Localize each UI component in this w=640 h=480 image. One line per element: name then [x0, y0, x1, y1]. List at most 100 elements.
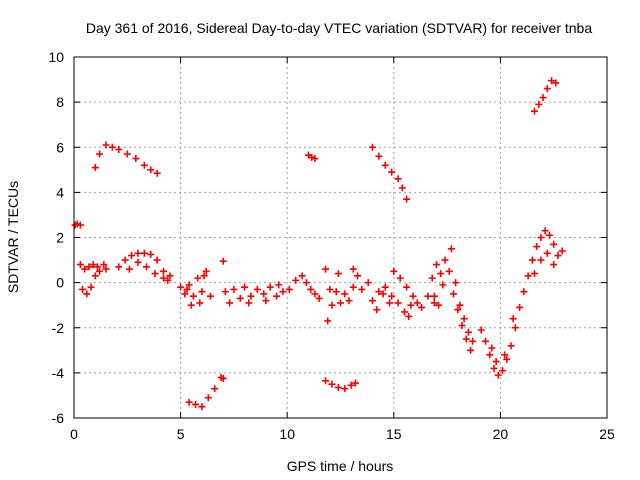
data-point — [164, 276, 172, 284]
data-point — [177, 283, 185, 291]
data-point — [245, 299, 253, 307]
data-point — [375, 152, 383, 160]
x-axis-label: GPS time / hours — [287, 458, 394, 474]
data-point — [501, 351, 509, 359]
data-point — [260, 290, 268, 298]
data-point — [428, 274, 436, 282]
x-tick-label: 15 — [386, 426, 402, 442]
series-segment-13 — [390, 267, 443, 311]
data-points — [71, 77, 566, 411]
data-point — [531, 270, 539, 278]
data-point — [548, 77, 556, 85]
data-point — [153, 256, 161, 264]
data-point — [545, 231, 553, 239]
data-point — [93, 263, 101, 271]
data-point — [115, 263, 123, 271]
x-tick-label: 10 — [279, 426, 295, 442]
data-point — [192, 400, 200, 408]
data-point — [418, 303, 426, 311]
data-point — [407, 301, 415, 309]
data-point — [196, 299, 204, 307]
data-point — [108, 143, 116, 151]
data-point — [236, 294, 244, 302]
data-point — [83, 290, 91, 298]
data-point — [185, 281, 193, 289]
data-point — [458, 321, 466, 329]
series-segment-8 — [305, 151, 319, 163]
series-segment-14 — [428, 245, 477, 354]
data-point — [477, 326, 485, 334]
data-point — [194, 274, 202, 282]
data-point — [219, 257, 227, 265]
series-segment-4 — [115, 249, 174, 284]
data-point — [204, 394, 212, 402]
x-tick-label: 0 — [70, 426, 78, 442]
data-point — [381, 161, 389, 169]
y-tick-label: 10 — [48, 49, 64, 65]
plot-frame — [73, 56, 608, 419]
data-point — [185, 398, 193, 406]
data-point — [349, 283, 357, 291]
data-point — [322, 265, 330, 273]
data-point — [292, 276, 300, 284]
chart-title: Day 361 of 2016, Sidereal Day-to-day VTE… — [86, 20, 593, 36]
data-point — [364, 279, 372, 287]
data-point — [123, 150, 131, 158]
series-segment-10 — [322, 377, 359, 393]
y-tick-label: 0 — [56, 275, 64, 291]
data-point — [445, 267, 453, 275]
data-point — [481, 337, 489, 345]
data-point — [147, 250, 155, 258]
data-point — [386, 299, 394, 307]
data-point — [552, 79, 560, 87]
data-point — [230, 285, 238, 293]
y-tick-label: -2 — [52, 320, 65, 336]
data-point — [368, 297, 376, 305]
data-point — [160, 274, 168, 282]
data-point — [349, 265, 357, 273]
series-segment-5 — [177, 267, 214, 309]
series-segment-16 — [531, 77, 560, 115]
data-point — [347, 381, 355, 389]
series-segment-15 — [477, 227, 566, 379]
data-point — [247, 292, 255, 300]
data-point — [273, 292, 281, 300]
data-point — [531, 107, 539, 115]
data-point — [341, 385, 349, 393]
y-tick-label: 8 — [56, 94, 64, 110]
data-point — [373, 306, 381, 314]
data-point — [198, 403, 206, 411]
data-point — [452, 279, 460, 287]
data-point — [558, 247, 566, 255]
data-point — [102, 141, 110, 149]
data-point — [134, 258, 142, 266]
data-point — [409, 292, 417, 300]
y-tick-label: 6 — [56, 139, 64, 155]
data-point — [89, 261, 97, 269]
series-segment-1 — [71, 220, 84, 229]
y-axis-label: SDTVAR / TECUs — [5, 181, 21, 293]
data-point — [311, 155, 319, 163]
data-point — [447, 245, 455, 253]
data-point — [332, 288, 340, 296]
data-point — [134, 249, 142, 257]
data-point — [315, 294, 323, 302]
data-point — [413, 299, 421, 307]
data-point — [437, 270, 445, 278]
data-point — [140, 161, 148, 169]
data-point — [533, 243, 541, 251]
data-point — [394, 175, 402, 183]
series-segment-6 — [185, 373, 227, 411]
data-point — [226, 299, 234, 307]
x-tick-label: 5 — [177, 426, 185, 442]
data-point — [441, 256, 449, 264]
data-point — [528, 256, 536, 264]
data-point — [524, 272, 532, 280]
data-point — [311, 290, 319, 298]
data-point — [328, 301, 336, 309]
series-segment-3 — [91, 141, 161, 177]
data-point — [503, 355, 511, 363]
data-point — [439, 281, 447, 289]
data-point — [396, 274, 404, 282]
data-point — [543, 249, 551, 257]
